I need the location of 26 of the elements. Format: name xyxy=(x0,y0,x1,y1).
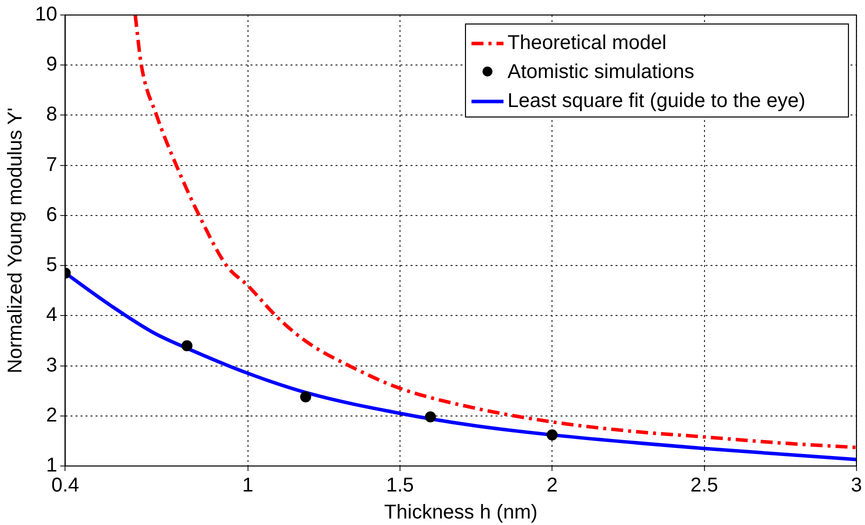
y-tick-label: 7 xyxy=(46,154,58,176)
x-tick-label: 3 xyxy=(850,474,862,497)
x-tick-label: 1 xyxy=(242,474,254,497)
y-tick-label: 10 xyxy=(34,4,58,26)
y-tick-label: 9 xyxy=(46,54,58,76)
y-tick-label: 2 xyxy=(46,404,58,426)
y-tick-label: 5 xyxy=(46,254,58,276)
x-tick-label: 2.5 xyxy=(690,474,718,497)
y-tick-label: 8 xyxy=(46,104,58,126)
y-tick-label: 3 xyxy=(46,354,58,376)
y-tick-label: 1 xyxy=(46,454,58,477)
point xyxy=(181,340,192,352)
x-tick-label: 1.5 xyxy=(386,474,414,497)
legend-label: Atomistic simulations xyxy=(507,61,694,84)
line-series xyxy=(133,15,856,450)
y-axis-title: Normalized Young modulus Y' xyxy=(4,108,27,374)
x-tick-label: 2 xyxy=(546,474,558,497)
legend-label: Least square fit (guide to the eye) xyxy=(507,90,806,112)
y-tick-label: 4 xyxy=(46,304,58,326)
x-tick-label: 0.4 xyxy=(51,474,80,497)
legend-label: Theoretical model xyxy=(507,32,666,54)
x-axis-title: Thickness h (nm) xyxy=(384,502,538,524)
point xyxy=(546,429,558,440)
point xyxy=(300,391,312,402)
point xyxy=(424,411,436,422)
y-tick-label: 6 xyxy=(46,204,58,226)
